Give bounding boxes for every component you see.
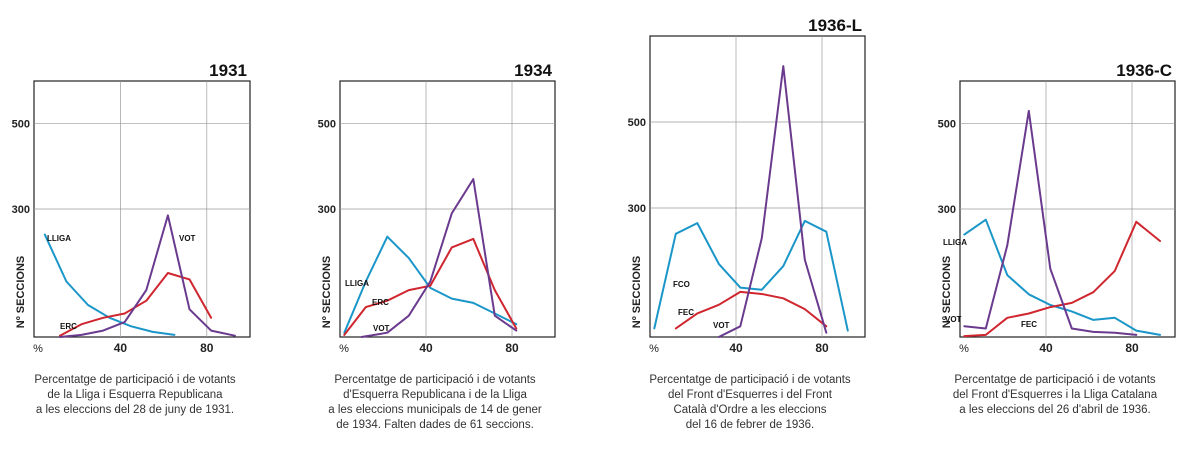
series-label-vot: VOT bbox=[373, 324, 390, 333]
caption-line: de 1934. Falten dades de 61 seccions. bbox=[336, 419, 534, 431]
caption-1934: Percentatge de participació i de votants… bbox=[305, 373, 565, 433]
caption-1931: Percentatge de participació i de votants… bbox=[5, 373, 265, 418]
series-line-fec bbox=[674, 290, 828, 330]
series-line-fco bbox=[653, 219, 849, 332]
caption-line: a les eleccions del 28 de juny de 1931. bbox=[35, 404, 235, 416]
series-label-lliga: LLIGA bbox=[47, 234, 71, 243]
y-tick-label: 300 bbox=[318, 204, 336, 216]
caption-line: Percentatge de participació i de votants bbox=[649, 374, 851, 386]
x-axis-label: % bbox=[339, 343, 349, 355]
caption-line: Percentatge de participació i de votants bbox=[334, 374, 536, 386]
caption-line: a les eleccions municipals de 14 de gene… bbox=[328, 404, 542, 416]
caption-line: Català d'Ordre a les eleccions bbox=[673, 404, 827, 416]
chart-title: 1936-C bbox=[1116, 61, 1172, 80]
series-line-lliga bbox=[963, 218, 1161, 336]
caption-line: Percentatge de participació i de votants bbox=[954, 374, 1156, 386]
x-tick-label: 80 bbox=[1125, 341, 1139, 355]
series-label-fec: FEC bbox=[1021, 320, 1037, 329]
series-line-lliga bbox=[343, 235, 518, 334]
x-tick-label: 40 bbox=[114, 341, 128, 355]
x-tick-label: 40 bbox=[729, 341, 743, 355]
series-label-fco: FCO bbox=[673, 280, 690, 289]
y-axis-label: Nº SECCIONS bbox=[321, 256, 333, 328]
plot-frame bbox=[649, 35, 866, 338]
y-tick-label: 300 bbox=[12, 204, 30, 216]
x-tick-label: 80 bbox=[505, 341, 519, 355]
series-line-vot bbox=[717, 65, 828, 338]
x-tick-label: 40 bbox=[1039, 341, 1053, 355]
series-line-vot bbox=[360, 178, 518, 338]
series-label-lliga: LLIGA bbox=[345, 279, 369, 288]
y-axis-label: Nº SECCIONS bbox=[631, 256, 643, 328]
caption-line: a les eleccions del 26 d'abril de 1936. bbox=[959, 404, 1151, 416]
x-tick-label: 40 bbox=[419, 341, 433, 355]
series-line-lliga bbox=[43, 233, 176, 336]
chart-title: 1934 bbox=[514, 61, 552, 80]
caption-line: del 16 de febrer de 1936. bbox=[685, 419, 815, 431]
chart-title: 1936-L bbox=[808, 16, 862, 35]
series-label-lliga: LLIGA bbox=[943, 238, 967, 247]
y-tick-label: 500 bbox=[12, 119, 30, 131]
caption-line: Percentatge de participació i de votants bbox=[34, 374, 236, 386]
y-axis-label: Nº SECCIONS bbox=[15, 256, 27, 328]
y-tick-label: 500 bbox=[628, 117, 646, 129]
y-tick-label: 500 bbox=[938, 119, 956, 131]
x-axis-label: % bbox=[33, 343, 43, 355]
y-tick-label: 300 bbox=[938, 204, 956, 216]
y-tick-label: 300 bbox=[628, 203, 646, 215]
x-axis-label: % bbox=[959, 343, 969, 355]
series-line-vot bbox=[963, 109, 1138, 336]
series-label-vot: VOT bbox=[713, 321, 730, 330]
caption-line: de la Lliga i Esquerra Republicana bbox=[47, 389, 223, 401]
caption-line: del Front d'Esquerres i la Lliga Catalan… bbox=[952, 389, 1158, 401]
x-axis-label: % bbox=[649, 343, 659, 355]
y-axis-label: Nº SECCIONS bbox=[941, 256, 953, 328]
series-label-fec: FEC bbox=[678, 308, 694, 317]
y-tick-label: 500 bbox=[318, 119, 336, 131]
series-label-vot: VOT bbox=[179, 234, 196, 243]
series-label-vot: VOT bbox=[945, 315, 962, 324]
series-label-erc: ERC bbox=[372, 298, 389, 307]
x-tick-label: 80 bbox=[815, 341, 829, 355]
caption-line: d'Esquerra Republicana i de la Lliga bbox=[343, 389, 527, 401]
series-line-vot bbox=[58, 214, 236, 338]
series-line-fec bbox=[963, 220, 1161, 338]
caption-1936-c: Percentatge de participació i de votants… bbox=[925, 373, 1185, 418]
x-tick-label: 80 bbox=[200, 341, 214, 355]
series-label-erc: ERC bbox=[60, 322, 77, 331]
chart-title: 1931 bbox=[209, 61, 247, 80]
caption-1936-l: Percentatge de participació i de votants… bbox=[620, 373, 880, 433]
caption-line: del Front d'Esquerres i del Front bbox=[668, 389, 832, 401]
